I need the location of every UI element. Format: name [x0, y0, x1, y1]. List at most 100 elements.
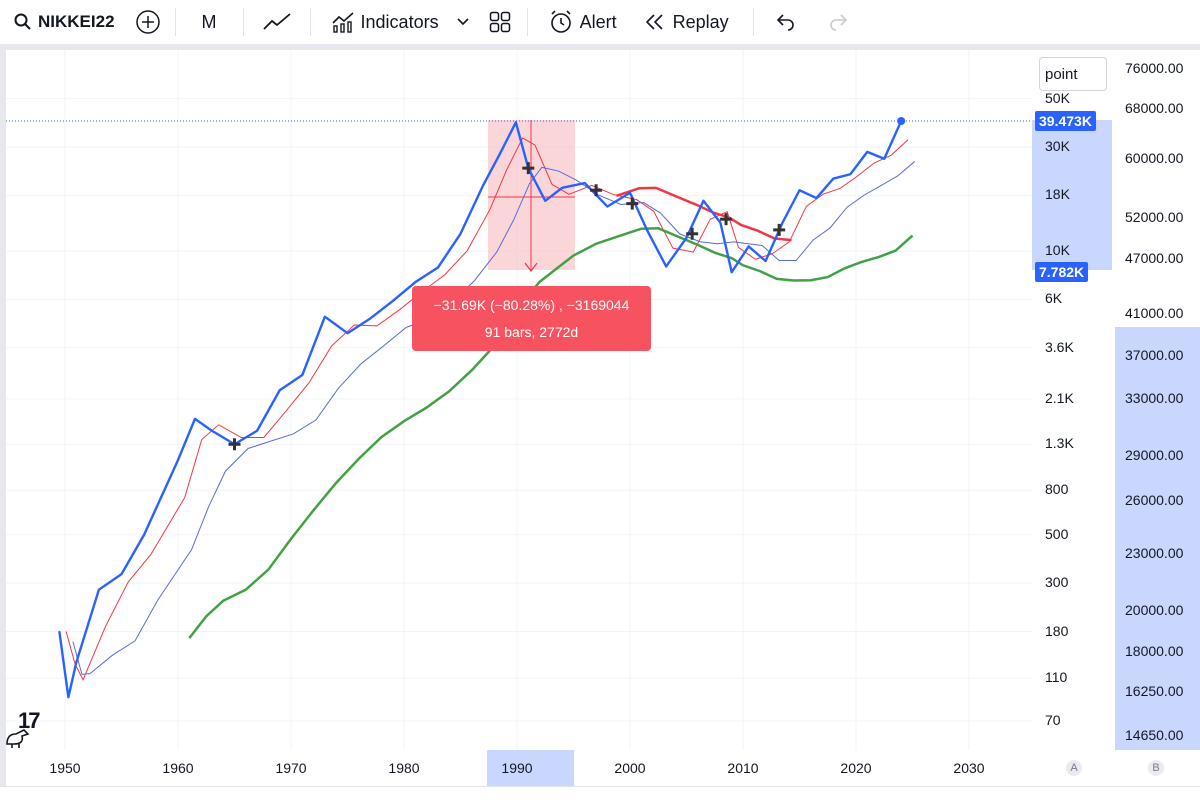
right-axis-label: 41000.00 — [1125, 305, 1184, 321]
line-chart-icon — [262, 13, 291, 30]
cross-marker — [720, 213, 733, 226]
bottom-panel — [0, 786, 1200, 805]
right-axis-label: 26000.00 — [1125, 492, 1184, 508]
log-axis-label: 300 — [1045, 574, 1069, 591]
compare-button[interactable] — [125, 0, 171, 44]
low-price-badge: 7.782K — [1035, 262, 1089, 282]
price-point — [730, 271, 733, 273]
cross-marker — [626, 197, 639, 210]
auto-scale-button[interactable]: A — [1066, 760, 1082, 776]
price-point — [629, 191, 631, 194]
symbol-search[interactable]: NIKKEI22 — [0, 0, 125, 44]
price-point — [719, 221, 722, 224]
price-point — [606, 205, 609, 208]
toolbar-divider — [752, 8, 754, 36]
cross-marker — [522, 162, 535, 175]
price-point — [883, 157, 886, 160]
price-point — [346, 332, 349, 335]
price-point — [58, 630, 61, 633]
price-point — [702, 199, 705, 202]
price-point — [685, 237, 688, 239]
symbol-name: NIKKEI22 — [38, 12, 115, 31]
price-point — [561, 186, 563, 189]
cross-marker — [686, 227, 699, 240]
chart-pane[interactable] — [6, 50, 1032, 750]
right-axis-label: 47000.00 — [1125, 250, 1184, 266]
add-symbol-icon — [135, 10, 160, 34]
x-axis-label: 2010 — [727, 760, 759, 776]
log-axis-label: 500 — [1045, 525, 1069, 542]
price-chart[interactable] — [6, 50, 1032, 750]
layout-button[interactable] — [477, 0, 523, 44]
toolbar-divider — [309, 8, 311, 36]
price-point — [67, 696, 70, 698]
right-axis-label: 16250.00 — [1125, 683, 1184, 699]
right-axis-label: 37000.00 — [1125, 347, 1184, 363]
alert-button[interactable]: Alert — [532, 0, 627, 44]
cross-marker — [228, 438, 241, 451]
log-axis-label: 3.6K — [1045, 338, 1074, 355]
right-axis-label: 76000.00 — [1125, 60, 1184, 76]
x-axis-label: 2030 — [953, 760, 985, 776]
price-point — [75, 661, 78, 664]
log-axis-label: 2.1K — [1045, 389, 1074, 406]
chart-type-button[interactable] — [248, 0, 306, 44]
tradingview-logo: 17 — [18, 708, 41, 733]
right-axis-label: 29000.00 — [1125, 447, 1184, 463]
measure-bars-text: 91 bars, 2772d — [484, 324, 579, 340]
right-axis-label: 60000.00 — [1125, 150, 1184, 166]
price-point — [482, 184, 484, 187]
price-point — [369, 317, 371, 320]
log-axis-label: 180 — [1045, 622, 1069, 639]
indicators-dropdown[interactable] — [449, 0, 477, 44]
price-point — [849, 173, 852, 176]
secondary-scale-button[interactable]: B — [1148, 760, 1164, 776]
redo-button[interactable] — [812, 0, 866, 44]
top-toolbar: NIKKEI22 M Indicators Alert Replay — [0, 0, 1200, 44]
toolbar-divider — [242, 8, 244, 36]
log-axis-label: 30K — [1045, 137, 1070, 154]
grid-layout-icon — [489, 11, 510, 33]
price-point — [499, 152, 501, 155]
right-axis-label: 68000.00 — [1125, 100, 1184, 116]
interval-label: M — [201, 11, 217, 32]
price-point — [747, 245, 750, 248]
price-point — [301, 374, 304, 376]
x-axis-label: 1960 — [162, 760, 194, 776]
interval-button[interactable]: M — [180, 0, 239, 44]
moving-averages — [65, 137, 916, 681]
indicators-button[interactable]: Indicators — [315, 0, 449, 44]
toolbar-divider — [174, 8, 176, 36]
x-axis-label: 2020 — [840, 760, 872, 776]
price-point — [120, 573, 123, 575]
cross-marker — [590, 184, 603, 197]
replay-button[interactable]: Replay — [627, 0, 739, 44]
undo-button[interactable] — [758, 0, 812, 44]
price-point — [256, 429, 258, 432]
price-point — [815, 197, 818, 199]
log-axis-label: 6K — [1045, 290, 1063, 307]
x-axis-label: 2000 — [614, 760, 646, 776]
chevron-down-icon — [457, 18, 469, 26]
scale-mode-select[interactable]: point — [1039, 57, 1107, 91]
ema-line-thin — [65, 137, 909, 681]
log-axis-label: 10K — [1045, 242, 1070, 259]
x-axis-label: 1970 — [275, 760, 307, 776]
dino-icon — [6, 729, 30, 748]
price-point — [646, 229, 648, 231]
price-point — [866, 151, 869, 153]
ma-line-blue — [72, 161, 916, 675]
right-axis-label: 23000.00 — [1125, 545, 1184, 561]
cross-marker — [773, 223, 786, 236]
log-axis-label: 1.3K — [1045, 435, 1074, 452]
log-axis-label: 50K — [1045, 89, 1070, 106]
price-point — [437, 266, 439, 269]
price-point — [832, 177, 835, 180]
indicators-label: Indicators — [360, 11, 439, 32]
indicators-icon — [331, 12, 354, 33]
alert-label: Alert — [579, 11, 617, 32]
measure-arrow-icon — [524, 262, 538, 272]
time-axis[interactable]: 1950 1960 1970 1980 1990 2000 2010 2020 2030 A B — [6, 750, 1200, 786]
replay-label: Replay — [672, 11, 729, 32]
last-price-dot — [897, 117, 906, 125]
